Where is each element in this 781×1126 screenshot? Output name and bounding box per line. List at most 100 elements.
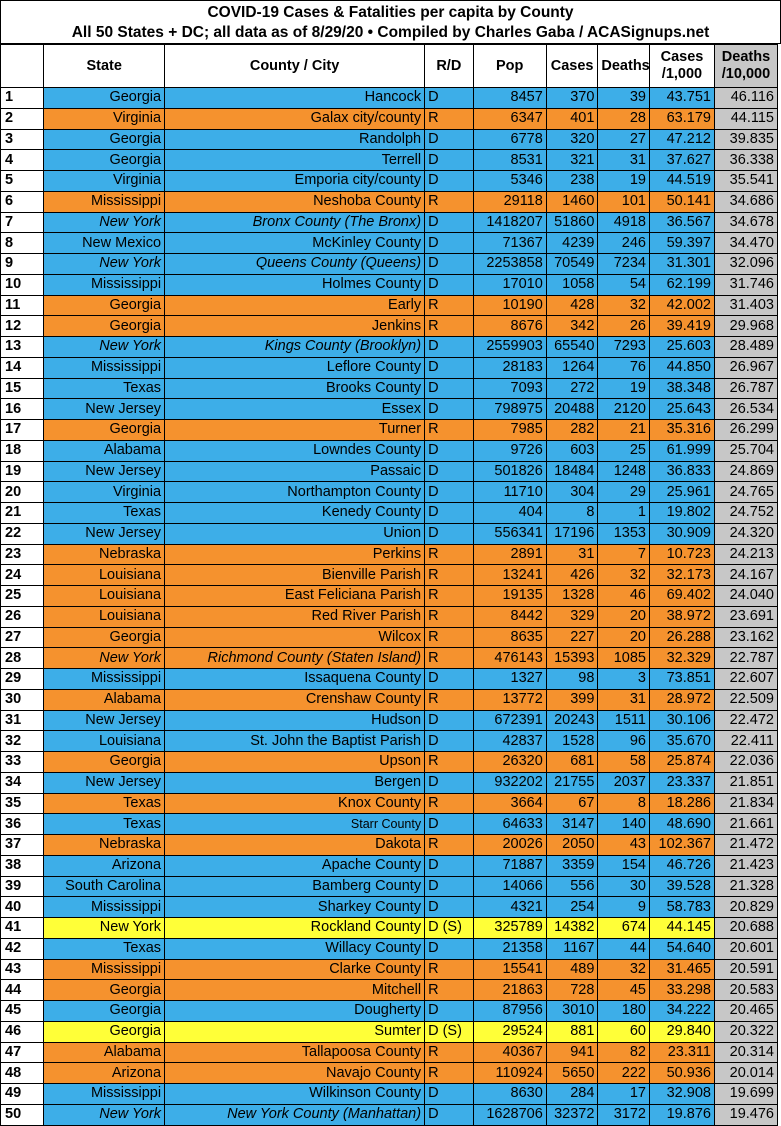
- row-county[interactable]: Early: [164, 294, 426, 317]
- row-county[interactable]: Hudson: [164, 709, 426, 732]
- row-pop[interactable]: 14066: [472, 875, 547, 898]
- row-county[interactable]: Holmes County: [164, 273, 426, 296]
- row-deaths[interactable]: 25: [597, 439, 650, 462]
- row-rank[interactable]: 17: [0, 419, 45, 441]
- row-rd[interactable]: D: [424, 211, 474, 234]
- row-cases-per-1000[interactable]: 47.212: [648, 128, 715, 151]
- row-county[interactable]: New York County (Manhattan): [164, 1103, 426, 1126]
- row-state[interactable]: New York: [43, 253, 166, 275]
- row-county[interactable]: Galax city/county: [164, 107, 426, 130]
- row-deaths[interactable]: 7: [597, 543, 650, 566]
- row-deaths-per-10000[interactable]: 32.096: [713, 253, 779, 275]
- row-deaths[interactable]: 32: [597, 294, 650, 317]
- row-deaths[interactable]: 19: [597, 377, 650, 400]
- row-rd[interactable]: D: [424, 896, 474, 918]
- row-rd[interactable]: R: [424, 107, 474, 130]
- row-county[interactable]: Knox County: [164, 792, 426, 815]
- row-state[interactable]: Mississippi: [43, 356, 166, 379]
- row-cases-per-1000[interactable]: 30.909: [648, 522, 715, 545]
- row-rd[interactable]: D: [424, 854, 474, 877]
- row-state[interactable]: Arizona: [43, 1062, 166, 1084]
- row-state[interactable]: Georgia: [43, 87, 166, 109]
- row-state[interactable]: Virginia: [43, 481, 166, 503]
- row-pop[interactable]: 8442: [472, 605, 547, 628]
- row-cases-per-1000[interactable]: 59.397: [648, 232, 715, 254]
- row-pop[interactable]: 21863: [472, 979, 547, 1001]
- header-pop[interactable]: Pop: [472, 44, 547, 88]
- row-rd[interactable]: R: [424, 1062, 474, 1084]
- row-rd[interactable]: D: [424, 356, 474, 379]
- row-cases[interactable]: 370: [545, 87, 599, 109]
- row-cases[interactable]: 14382: [545, 917, 599, 939]
- row-cases-per-1000[interactable]: 73.851: [648, 668, 715, 690]
- row-cases[interactable]: 65540: [545, 336, 599, 358]
- row-deaths[interactable]: 32: [597, 958, 650, 981]
- row-deaths[interactable]: 17: [597, 1083, 650, 1105]
- row-cases[interactable]: 881: [545, 1020, 599, 1043]
- row-deaths[interactable]: 222: [597, 1062, 650, 1084]
- row-rank[interactable]: 50: [0, 1103, 45, 1126]
- row-state[interactable]: New York: [43, 647, 166, 669]
- row-pop[interactable]: 932202: [472, 771, 547, 794]
- row-deaths[interactable]: 246: [597, 232, 650, 254]
- row-cases-per-1000[interactable]: 44.850: [648, 356, 715, 379]
- row-deaths-per-10000[interactable]: 35.541: [713, 170, 779, 192]
- row-county[interactable]: Clarke County: [164, 958, 426, 981]
- row-cases-per-1000[interactable]: 28.972: [648, 688, 715, 711]
- row-cases[interactable]: 556: [545, 875, 599, 898]
- row-county[interactable]: Lowndes County: [164, 439, 426, 462]
- row-pop[interactable]: 4321: [472, 896, 547, 918]
- row-state[interactable]: Georgia: [43, 626, 166, 649]
- row-pop[interactable]: 2559903: [472, 336, 547, 358]
- row-rank[interactable]: 22: [0, 522, 45, 545]
- row-deaths[interactable]: 1353: [597, 522, 650, 545]
- row-state[interactable]: New Jersey: [43, 460, 166, 483]
- row-rd[interactable]: D: [424, 377, 474, 400]
- row-rd[interactable]: D: [424, 937, 474, 960]
- row-county[interactable]: Richmond County (Staten Island): [164, 647, 426, 669]
- row-deaths[interactable]: 101: [597, 190, 650, 213]
- row-rank[interactable]: 27: [0, 626, 45, 649]
- row-county[interactable]: Wilkinson County: [164, 1083, 426, 1105]
- row-cases[interactable]: 32372: [545, 1103, 599, 1126]
- row-state[interactable]: New Jersey: [43, 398, 166, 420]
- row-county[interactable]: Rockland County: [164, 917, 426, 939]
- row-rd[interactable]: D: [424, 730, 474, 752]
- row-state[interactable]: Georgia: [43, 315, 166, 337]
- row-pop[interactable]: 2253858: [472, 253, 547, 275]
- row-deaths-per-10000[interactable]: 24.752: [713, 502, 779, 524]
- row-state[interactable]: New Jersey: [43, 709, 166, 732]
- header-state[interactable]: State: [43, 44, 166, 88]
- row-cases[interactable]: 426: [545, 564, 599, 586]
- row-pop[interactable]: 6347: [472, 107, 547, 130]
- row-county[interactable]: Turner: [164, 419, 426, 441]
- row-cases[interactable]: 1167: [545, 937, 599, 960]
- row-county[interactable]: Northampton County: [164, 481, 426, 503]
- row-cases-per-1000[interactable]: 36.833: [648, 460, 715, 483]
- row-cases[interactable]: 941: [545, 1041, 599, 1064]
- row-rank[interactable]: 1: [0, 87, 45, 109]
- row-deaths-per-10000[interactable]: 20.601: [713, 937, 779, 960]
- row-deaths[interactable]: 8: [597, 792, 650, 815]
- row-deaths[interactable]: 140: [597, 813, 650, 835]
- row-rd[interactable]: D: [424, 522, 474, 545]
- row-deaths-per-10000[interactable]: 34.686: [713, 190, 779, 213]
- row-deaths-per-10000[interactable]: 26.299: [713, 419, 779, 441]
- row-state[interactable]: Nebraska: [43, 543, 166, 566]
- row-state[interactable]: New Jersey: [43, 522, 166, 545]
- row-county[interactable]: Bergen: [164, 771, 426, 794]
- row-state[interactable]: Alabama: [43, 1041, 166, 1064]
- row-deaths-per-10000[interactable]: 19.699: [713, 1083, 779, 1105]
- row-rd[interactable]: R: [424, 647, 474, 669]
- row-rank[interactable]: 48: [0, 1062, 45, 1084]
- row-state[interactable]: Mississippi: [43, 668, 166, 690]
- row-pop[interactable]: 6778: [472, 128, 547, 151]
- row-cases-per-1000[interactable]: 29.840: [648, 1020, 715, 1043]
- row-state[interactable]: Mississippi: [43, 190, 166, 213]
- row-deaths-per-10000[interactable]: 26.787: [713, 377, 779, 400]
- row-county[interactable]: Wilcox: [164, 626, 426, 649]
- row-rd[interactable]: D: [424, 253, 474, 275]
- row-rd[interactable]: D: [424, 502, 474, 524]
- row-rd[interactable]: D: [424, 170, 474, 192]
- row-cases-per-1000[interactable]: 38.348: [648, 377, 715, 400]
